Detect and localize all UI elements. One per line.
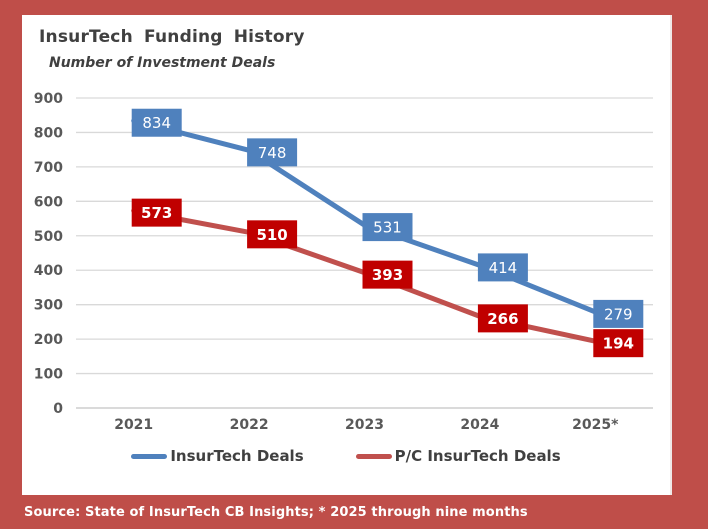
x-tick-label: 2024 <box>460 417 499 433</box>
data-label-box <box>593 299 644 328</box>
y-tick-label: 400 <box>34 263 63 279</box>
y-tick-label: 900 <box>34 91 63 107</box>
data-label-value: 414 <box>489 259 518 277</box>
source-band: Source: State of InsurTech CB Insights; … <box>0 495 708 529</box>
y-tick-label: 300 <box>34 298 63 314</box>
data-label-box <box>362 260 413 289</box>
y-tick-label: 200 <box>34 332 63 348</box>
x-tick-label: 2025* <box>572 417 619 433</box>
data-label-value: 194 <box>603 335 634 353</box>
data-label-value: 393 <box>372 266 403 284</box>
x-tick-label: 2022 <box>230 417 269 433</box>
data-label-value: 748 <box>258 144 287 162</box>
data-label-value: 510 <box>256 226 287 244</box>
y-tick-label: 0 <box>53 401 63 417</box>
chart-title: InsurTech Funding History <box>39 27 305 47</box>
y-tick-label: 800 <box>34 125 63 141</box>
data-label-box <box>362 213 413 242</box>
line-chart: 0 100 200 300 400 500 600 700 800 900 2021 2022 2023… <box>34 91 653 433</box>
chart-subtitle: Number of Investment Deals <box>49 55 276 71</box>
source-text: Source: State of InsurTech CB Insights; … <box>24 504 528 520</box>
legend-label: P/C InsurTech Deals <box>394 447 561 465</box>
data-label-box <box>247 138 298 167</box>
data-label-box <box>131 108 182 137</box>
legend-label: InsurTech Deals <box>170 447 304 465</box>
y-tick-label: 500 <box>34 229 63 245</box>
legend-line-marker-blue <box>131 453 168 459</box>
y-tick-label: 700 <box>34 160 63 176</box>
chart-panel: InsurTech Funding History Number of Inve… <box>22 15 672 495</box>
data-label-box <box>593 329 644 358</box>
data-label-box <box>247 220 298 249</box>
legend-item-pc-insurtech-deals: P/C InsurTech Deals <box>355 447 561 465</box>
y-tick-label: 600 <box>34 194 63 210</box>
data-label-value: 266 <box>487 310 518 328</box>
data-label-value: 531 <box>373 219 402 237</box>
data-label-box <box>477 253 528 282</box>
data-label-box <box>477 304 528 333</box>
x-tick-label: 2023 <box>345 417 384 433</box>
legend-line-marker-red <box>355 453 392 459</box>
x-tick-label: 2021 <box>114 417 153 433</box>
data-label-value: 834 <box>142 114 171 132</box>
data-label-box <box>131 198 182 227</box>
y-tick-label: 100 <box>34 367 63 383</box>
legend-item-insurtech-deals: InsurTech Deals <box>131 447 304 465</box>
data-label-value: 279 <box>604 305 633 323</box>
data-label-value: 573 <box>141 204 172 222</box>
legend: InsurTech Deals P/C InsurTech Deals <box>22 447 670 465</box>
